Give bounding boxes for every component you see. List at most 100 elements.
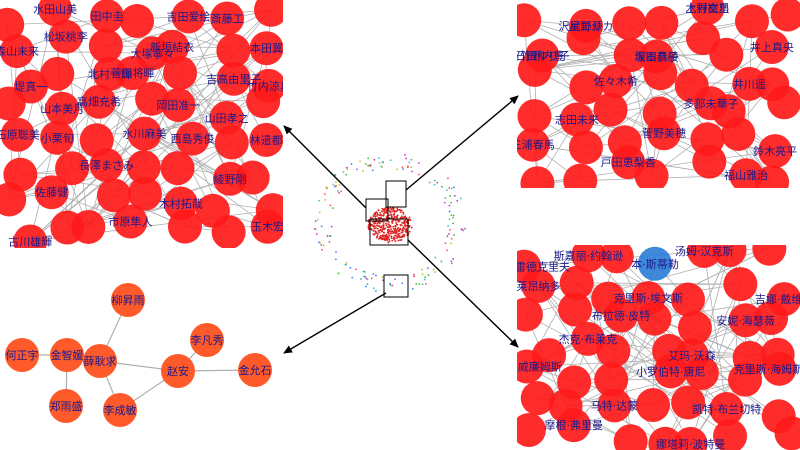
node-label: 摩根·弗里曼 (545, 418, 604, 432)
overview-dot (329, 204, 332, 207)
overview-dot (396, 214, 399, 217)
overview-dot (425, 282, 427, 285)
node-label-n6: 赵安 (167, 364, 189, 378)
overview-dot (386, 226, 389, 228)
overview-dot (452, 258, 455, 260)
overview-dot (382, 224, 385, 226)
overview-dot (385, 222, 387, 225)
graph-node (709, 392, 744, 427)
node-label: 市原隼人 (108, 215, 152, 229)
overview-dot (418, 283, 421, 286)
overview-dot (403, 228, 405, 230)
graph-node (88, 28, 123, 63)
overview-dot (383, 227, 386, 230)
overview-dot (388, 238, 391, 241)
overview-dot (385, 208, 388, 211)
overview-dot (394, 234, 397, 237)
overview-dot (378, 214, 381, 217)
graph-node-n9 (103, 393, 137, 427)
graph-node-n3 (5, 338, 39, 372)
overview-dot (321, 248, 323, 251)
overview-dot (377, 229, 380, 232)
overview-dot (387, 208, 390, 210)
overview-dot (393, 210, 396, 212)
node-label: 马特·达蒙 (591, 398, 639, 412)
overview-dot (390, 208, 393, 211)
overview-dot (349, 266, 352, 269)
graph-node (45, 91, 80, 126)
graph-node (613, 38, 648, 73)
node-label-n2: 金智媛 (51, 348, 84, 362)
graph-node (89, 148, 124, 183)
graph-node (517, 52, 552, 87)
overview-dot (426, 267, 429, 270)
overview-dot (452, 216, 454, 219)
overview-dot (326, 235, 329, 237)
overview-dot (409, 219, 412, 222)
overview-dot (378, 162, 381, 164)
graph-node (593, 92, 628, 127)
overview-dot (396, 210, 398, 212)
overview-dot (440, 260, 443, 263)
graph-node (0, 34, 34, 69)
overview-dot (404, 230, 407, 233)
graph-edge (144, 133, 273, 211)
graph-edge (573, 256, 618, 383)
graph-node (254, 0, 283, 27)
graph-node (758, 134, 793, 169)
graph-node (774, 416, 800, 450)
overview-dot (387, 232, 390, 235)
graph-node (40, 120, 75, 155)
graph-node (729, 158, 764, 188)
node-label: 罗宾·威廉姆斯 (517, 359, 562, 373)
overview-dot (355, 268, 357, 271)
overview-dot (367, 157, 370, 160)
overview-dot (400, 224, 403, 227)
node-layer (0, 0, 283, 248)
node-label: 安妮·海瑟薇 (716, 313, 775, 327)
overview-dot (391, 221, 394, 224)
overview-dot (406, 224, 408, 227)
overview-dot (383, 234, 386, 237)
graph-node (0, 117, 35, 152)
overview-dot (372, 287, 375, 290)
overview-dot (401, 166, 404, 169)
graph-node (38, 0, 73, 27)
overview-dot (381, 220, 383, 223)
graph-node-n7 (238, 353, 272, 387)
overview-dot (371, 217, 373, 220)
overview-dot (446, 249, 448, 252)
overview-dot (405, 216, 408, 219)
graph-node (571, 245, 606, 273)
node-label: 西島秀俊 (170, 132, 214, 146)
graph-node (673, 426, 708, 450)
graph-node (0, 182, 27, 217)
node-label-n1: 柳昇雨 (112, 293, 145, 307)
overview-dot (338, 192, 340, 194)
overview-dot (446, 235, 449, 238)
graph-node-n8 (49, 389, 83, 423)
overview-dot (450, 262, 453, 265)
overview-dot (448, 187, 451, 189)
overview-dot (363, 271, 366, 273)
overview-dot (406, 166, 409, 169)
overview-dot (396, 168, 398, 171)
overview-dot (452, 222, 455, 225)
node-label: 水田山美 (33, 3, 77, 16)
node-label: 菅田将暉 (110, 67, 154, 80)
overview-dot (382, 231, 385, 234)
overview-dot (396, 207, 399, 210)
graph-edge (659, 20, 753, 114)
graph-edge (144, 100, 264, 135)
graph-node (728, 362, 763, 397)
overview-dot (404, 153, 406, 156)
overview-dot (391, 239, 394, 242)
graph-node (127, 116, 162, 151)
overview-dot (401, 216, 404, 219)
overview-dot (394, 229, 396, 231)
overview-dot (369, 164, 371, 167)
overview-dot (374, 211, 377, 214)
node-label: 長澤まさみ (79, 159, 134, 172)
